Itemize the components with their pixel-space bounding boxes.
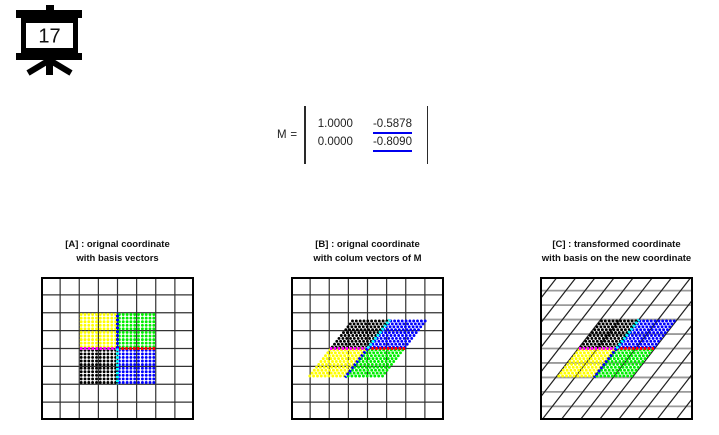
plot-a-title: [A] : orignal coordinate with basis vect… [0,238,268,266]
plot-b-canvas [291,277,444,420]
dots-top-right [595,348,654,378]
plot-b-title: [B] : orignal coordinate with colum vect… [218,238,518,266]
matrix-equation: M = 1.0000 -0.5878 0.0000 -0.8090 [277,106,429,164]
plot-a-title-line1: [A] : orignal coordinate [65,239,170,250]
grid-diagonal-lines [540,277,693,420]
slide-number: 17 [38,26,60,48]
basis-vector-neg-y [615,318,641,350]
matrix-left-bar [304,106,306,164]
plot-b-svg [291,277,444,420]
plot-a-canvas [41,277,194,420]
dots-top-left [79,313,118,349]
dots-top-right [346,348,405,378]
basis-vector-pos-y [592,347,618,379]
plot-border [291,277,444,420]
plot-c-svg [540,277,693,420]
plot-c-canvas [540,277,693,420]
presentation-board-icon: 17 [13,4,85,76]
dots-bottom-left [579,319,638,349]
basis-vector-neg-y [366,318,392,350]
plot-c-title: [C] : transformed coordinate with basis … [467,238,719,266]
dots-bottom-right [618,319,676,349]
plot-border [41,277,194,420]
dots-bottom-left [79,348,118,384]
matrix-cell-10: 0.0000 [317,136,353,148]
plot-b-title-line1: [B] : orignal coordinate [315,239,420,250]
plot-c-title-line1: [C] : transformed coordinate [552,239,681,250]
dots-bottom-right [117,348,156,384]
matrix-cell-01: -0.5878 [372,118,412,134]
plot-a-title-line2: with basis vectors [76,253,159,264]
matrix-label: M = [277,129,298,141]
plot-c-title-line2: with basis on the new coordinate [541,253,692,264]
plot-a-svg [41,277,194,420]
matrix-cell-11: -0.8090 [372,136,412,152]
matrix-right-bar [426,106,429,164]
plot-b-title-line2: with colum vectors of M [313,253,422,264]
board-frame [16,5,82,76]
dots-bottom-left [330,319,389,349]
dots-top-right [117,313,156,349]
plot-border [540,277,693,420]
board-icon-svg: 17 [16,5,82,76]
matrix-values: 1.0000 -0.5878 0.0000 -0.8090 [306,118,427,152]
basis-vector-pos-y [343,347,369,379]
matrix-cell-00: 1.0000 [317,118,353,130]
